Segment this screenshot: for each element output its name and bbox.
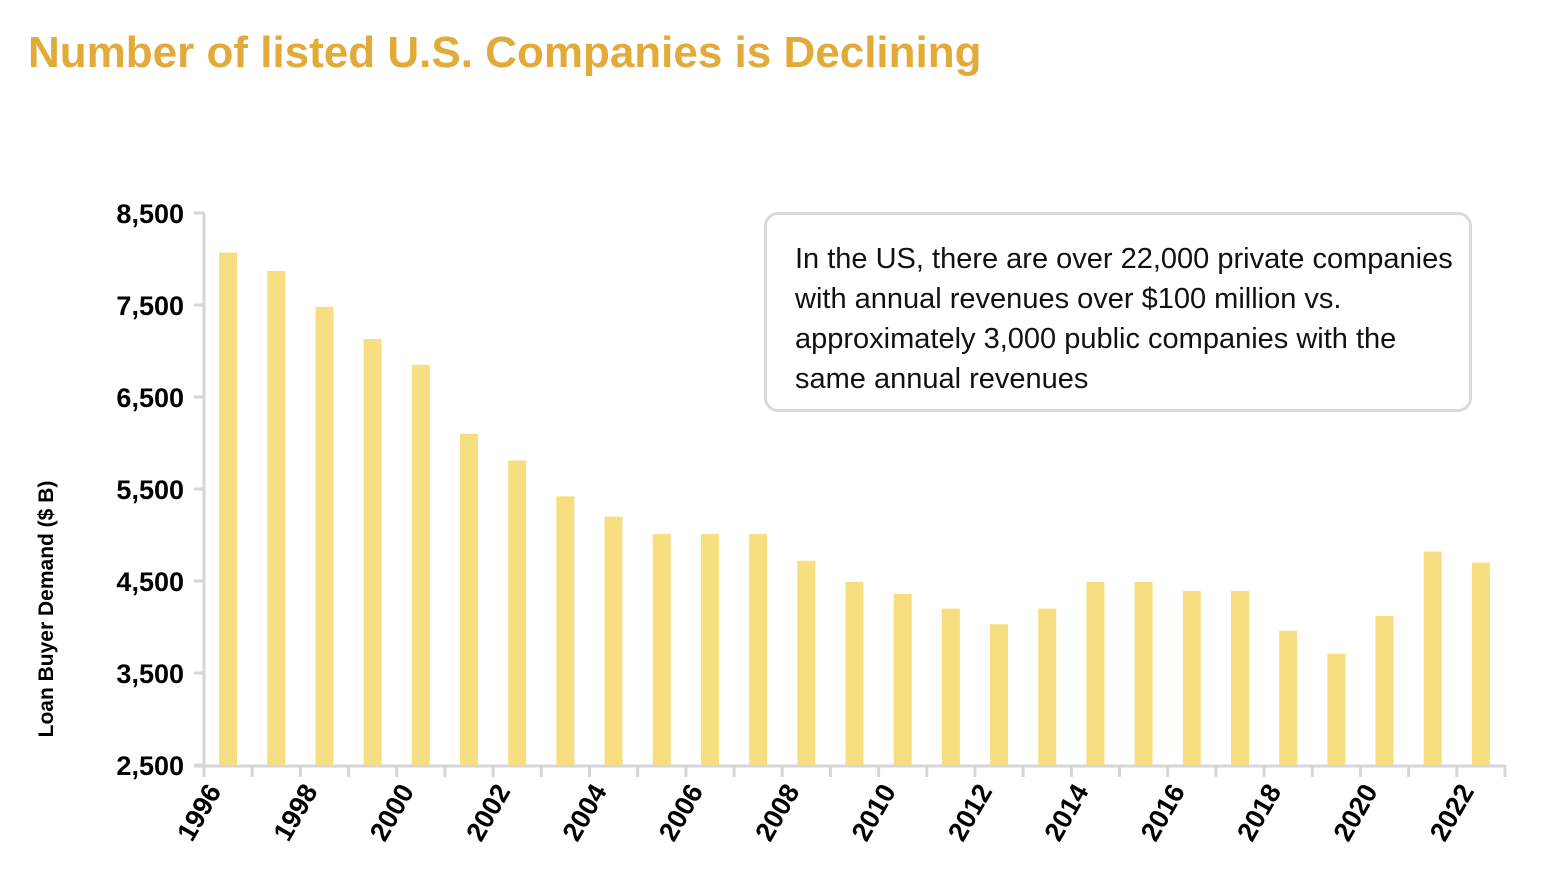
x-tick-label: 1998 bbox=[268, 779, 324, 846]
bar-2006 bbox=[700, 534, 719, 765]
annotation-box: In the US, there are over 22,000 private… bbox=[764, 212, 1472, 412]
x-tick-label: 2000 bbox=[364, 779, 420, 846]
bar-1997 bbox=[267, 270, 286, 765]
x-tick-label: 2014 bbox=[1039, 779, 1095, 846]
y-tick-label: 8,500 bbox=[116, 199, 184, 229]
bar-1999 bbox=[363, 339, 382, 765]
y-tick-label: 3,500 bbox=[116, 659, 184, 689]
bar-1998 bbox=[315, 306, 334, 765]
bar-2019 bbox=[1327, 653, 1346, 765]
chart-title: Number of listed U.S. Companies is Decli… bbox=[28, 28, 982, 77]
y-tick-label: 4,500 bbox=[116, 567, 184, 597]
bar-2005 bbox=[652, 534, 671, 765]
bar-2004 bbox=[604, 516, 623, 765]
x-tick-label: 2012 bbox=[942, 779, 998, 846]
bar-2020 bbox=[1375, 615, 1394, 765]
x-tick-label: 2018 bbox=[1231, 779, 1287, 846]
bar-2022 bbox=[1471, 562, 1490, 765]
bar-2002 bbox=[508, 460, 527, 765]
bar-2009 bbox=[845, 581, 864, 765]
bar-2018 bbox=[1279, 630, 1298, 765]
bar-2011 bbox=[941, 608, 960, 765]
bar-2014 bbox=[1086, 581, 1105, 765]
x-tick-label: 2022 bbox=[1424, 779, 1480, 846]
x-tick-label: 1996 bbox=[171, 779, 227, 846]
y-axis-label: Loan Buyer Demand ($ B) bbox=[35, 481, 58, 738]
x-tick-label: 2002 bbox=[460, 779, 516, 846]
x-tick-label: 2010 bbox=[846, 779, 902, 846]
y-tick-label: 5,500 bbox=[116, 475, 184, 505]
bar-2001 bbox=[460, 433, 479, 765]
bar-2007 bbox=[749, 534, 768, 765]
bar-2015 bbox=[1134, 581, 1153, 765]
bar-2013 bbox=[1038, 608, 1057, 765]
x-tick-label: 2004 bbox=[557, 779, 613, 846]
bar-2012 bbox=[990, 624, 1009, 765]
y-tick-label: 6,500 bbox=[116, 383, 184, 413]
bar-2000 bbox=[411, 364, 430, 765]
y-tick-label: 7,500 bbox=[116, 291, 184, 321]
bar-2017 bbox=[1230, 591, 1249, 765]
bar-2003 bbox=[556, 496, 575, 765]
x-tick-label: 2008 bbox=[749, 779, 805, 846]
x-tick-label: 2020 bbox=[1328, 779, 1384, 846]
bar-2008 bbox=[797, 560, 816, 765]
bar-2010 bbox=[893, 593, 912, 765]
bar-1996 bbox=[219, 252, 238, 765]
bar-2021 bbox=[1423, 551, 1442, 765]
x-tick-label: 2006 bbox=[653, 779, 709, 846]
x-tick-label: 2016 bbox=[1135, 779, 1191, 846]
y-tick-label: 2,500 bbox=[116, 751, 184, 781]
bar-2016 bbox=[1182, 591, 1201, 765]
